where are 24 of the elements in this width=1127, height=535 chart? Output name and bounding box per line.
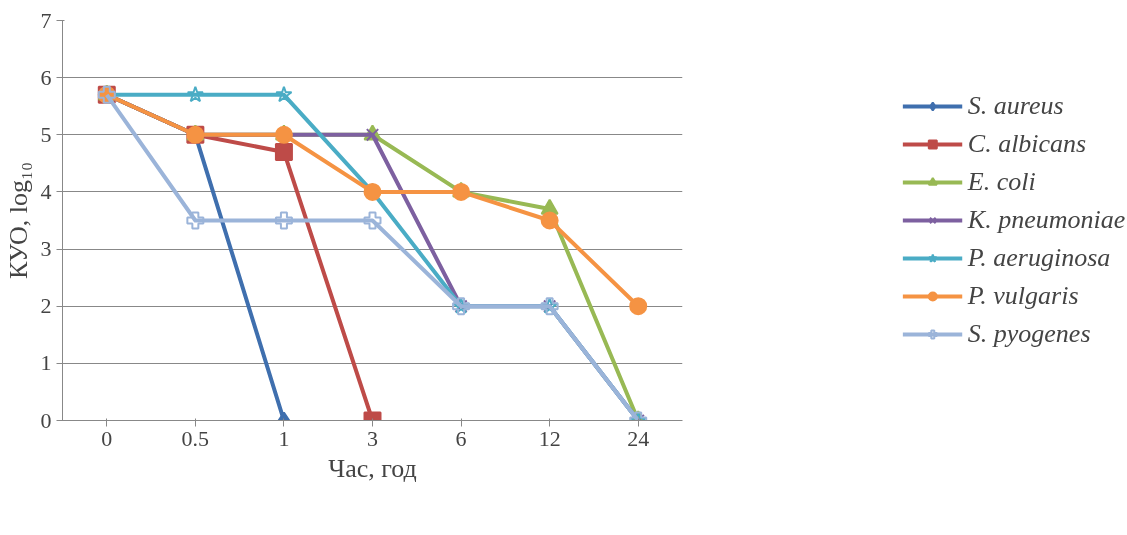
- y-tick-label: 2: [40, 293, 52, 319]
- x-tick-label: 0: [101, 425, 113, 451]
- legend-label: P. aeruginosa: [967, 243, 1111, 273]
- y-tick-label: 7: [40, 7, 52, 33]
- legend-label: S. aureus: [967, 91, 1064, 121]
- x-axis-title: Час, год: [328, 453, 417, 483]
- y-tick-label: 0: [40, 407, 52, 433]
- legend-label: E. coli: [967, 167, 1036, 197]
- y-tick-label: 4: [40, 178, 52, 204]
- legend-label: S. pyogenes: [967, 319, 1091, 349]
- y-axis-title: КУО, log₁₀: [3, 161, 33, 280]
- legend-label: C. albicans: [967, 129, 1087, 159]
- x-tick-label: 1: [278, 425, 290, 451]
- y-tick-label: 6: [40, 64, 52, 90]
- x-tick-label: 0.5: [181, 425, 210, 451]
- y-tick-label: 1: [40, 350, 52, 376]
- legend-label: K. pneumoniae: [967, 205, 1126, 235]
- x-tick-label: 12: [538, 425, 561, 451]
- x-tick-label: 24: [627, 425, 650, 451]
- x-tick-label: 3: [367, 425, 378, 451]
- y-tick-label: 3: [40, 236, 52, 262]
- y-tick-label: 5: [40, 121, 52, 147]
- legend-label: P. vulgaris: [967, 281, 1079, 311]
- x-tick-label: 6: [455, 425, 467, 451]
